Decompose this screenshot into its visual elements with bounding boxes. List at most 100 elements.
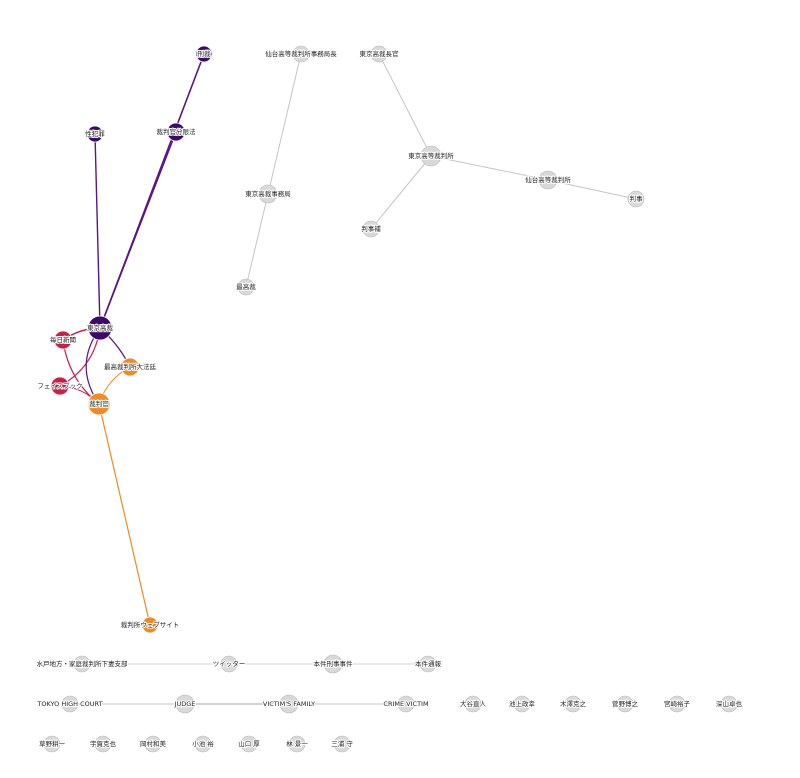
node-circle[interactable]	[43, 735, 61, 753]
node-seihanzai[interactable]: 性犯罪	[84, 125, 106, 143]
node-koike[interactable]: 小池 裕	[191, 735, 215, 753]
node-circle[interactable]	[175, 694, 195, 714]
node-ugaya[interactable]: 宇賀克也	[89, 735, 118, 753]
node-sendai-kotosaibansho[interactable]: 仙台高等裁判所	[524, 170, 572, 190]
node-circle[interactable]	[616, 695, 634, 713]
node-tokyo-kotosaibansho[interactable]: 東京高等裁判所	[407, 145, 455, 167]
node-label: 東京高裁事務局	[245, 189, 291, 198]
node-circle[interactable]	[627, 190, 645, 208]
node-mito[interactable]: 水戸地方・家庭裁判所下妻支部	[36, 655, 129, 673]
node-label: TOKYO HIGH COURT	[36, 700, 102, 708]
node-okamura[interactable]: 岡村和美	[139, 735, 168, 753]
node-circle[interactable]	[87, 315, 113, 341]
node-saikosai[interactable]: 最高裁	[235, 278, 257, 296]
node-circle[interactable]	[94, 735, 112, 753]
node-label: 木澤克之	[560, 699, 587, 708]
edge-tokyo_chokan-tokyo_kotosaibansho	[378, 53, 432, 157]
node-circle[interactable]	[279, 694, 299, 714]
node-circle[interactable]	[323, 654, 343, 674]
node-circle[interactable]	[87, 392, 111, 416]
node-sendai-jimukyokucho[interactable]: 仙台高等裁判所事務局長	[264, 45, 338, 63]
node-circle[interactable]	[362, 220, 380, 238]
node-circle[interactable]	[333, 735, 351, 753]
node-circle[interactable]	[73, 655, 91, 673]
node-label: 刑裁	[198, 49, 212, 58]
node-crime-victim[interactable]: CRIME VICTIM	[382, 695, 430, 713]
node-label: 東京高等裁判所	[408, 151, 454, 160]
node-keiji2[interactable]: 判事	[627, 190, 645, 208]
node-saikou-daihotei[interactable]: 最高裁判所大法廷	[103, 357, 158, 377]
node-saibankan-bunkenho[interactable]: 裁判官分限法	[156, 122, 197, 142]
edge-tokyo_koban-saibankan_bunkenho	[99, 131, 177, 329]
node-circle[interactable]	[370, 45, 388, 63]
node-label: 判事補	[361, 224, 381, 233]
node-circle[interactable]	[720, 695, 738, 713]
edge-tokyo_kotosaibansho-sendai_kotosaibansho	[430, 155, 549, 181]
node-tokyo-high-court[interactable]: TOKYO HIGH COURT	[35, 695, 104, 713]
node-victims-family[interactable]: VICTIM'S FAMILY	[262, 694, 316, 714]
node-circle[interactable]	[288, 735, 306, 753]
node-miyazaki[interactable]: 宮崎裕子	[663, 695, 692, 713]
node-saibankan[interactable]: 裁判官	[87, 392, 111, 416]
node-circle[interactable]	[292, 45, 310, 63]
node-circle[interactable]	[120, 357, 140, 377]
node-circle[interactable]	[258, 184, 278, 204]
node-facebook[interactable]: フェイスブック	[36, 376, 84, 396]
node-kusano[interactable]: 草野耕一	[38, 735, 67, 753]
node-circle[interactable]	[144, 735, 162, 753]
node-judge[interactable]: JUDGE	[173, 694, 196, 714]
node-circle[interactable]	[50, 376, 70, 396]
node-label: 水戸地方・家庭裁判所下妻支部	[37, 659, 129, 668]
node-label: CRIME VICTIM	[383, 700, 428, 708]
node-circle[interactable]	[420, 145, 442, 167]
node-circle[interactable]	[464, 695, 482, 713]
node-circle[interactable]	[61, 695, 79, 713]
node-circle[interactable]	[220, 655, 238, 673]
node-fukayama[interactable]: 深山卓也	[715, 695, 744, 713]
edge-tokyo_kotosaibansho-hanjiho	[370, 155, 432, 230]
node-hayashi[interactable]: 林 景一	[285, 735, 309, 753]
node-yamaguchi[interactable]: 山口 厚	[237, 735, 261, 753]
edge-layer	[59, 53, 637, 705]
node-jimukyoku[interactable]: 東京高裁事務局	[244, 184, 292, 204]
node-circle[interactable]	[564, 695, 582, 713]
node-circle[interactable]	[141, 616, 159, 634]
node-sugano[interactable]: 菅野博之	[611, 695, 640, 713]
node-hanjiho[interactable]: 判事補	[360, 220, 382, 238]
node-label: 菅野博之	[612, 699, 639, 708]
node-circle[interactable]	[166, 122, 186, 142]
node-circle[interactable]	[397, 695, 415, 713]
node-label: 山口 厚	[238, 739, 260, 748]
node-circle[interactable]	[419, 655, 437, 673]
node-circle[interactable]	[668, 695, 686, 713]
node-ikegami[interactable]: 池上政幸	[508, 695, 537, 713]
node-keiji-jiken[interactable]: 本件刑事事件	[313, 654, 354, 674]
node-label: 最高裁	[236, 282, 256, 291]
node-label: 判事	[630, 194, 644, 203]
node-circle[interactable]	[237, 278, 255, 296]
node-website[interactable]: 裁判所ウェブサイト	[120, 616, 180, 634]
node-tokyo-koban[interactable]: 東京高裁	[86, 315, 115, 341]
node-twitter[interactable]: ツイッター	[212, 655, 246, 673]
node-label: 深山卓也	[716, 699, 743, 708]
node-otani[interactable]: 大谷直人	[459, 695, 488, 713]
node-circle[interactable]	[513, 695, 531, 713]
node-label: 裁判官	[89, 399, 109, 408]
node-label: 東京高裁	[87, 323, 114, 332]
node-circle[interactable]	[86, 125, 104, 143]
node-label: 毎日新聞	[50, 335, 76, 344]
node-circle[interactable]	[538, 170, 558, 190]
node-circle[interactable]	[53, 330, 73, 350]
node-circle[interactable]	[194, 735, 212, 753]
node-keiji[interactable]: 刑裁	[195, 45, 213, 63]
edge-jimukyoku-saikosai	[245, 193, 269, 288]
node-label: 裁判官分限法	[157, 127, 197, 136]
node-kizawa[interactable]: 木澤克之	[559, 695, 588, 713]
node-label: 草野耕一	[39, 739, 66, 748]
node-tokyo-chokan[interactable]: 東京高裁長官	[359, 45, 400, 63]
node-circle[interactable]	[195, 45, 213, 63]
node-circle[interactable]	[240, 735, 258, 753]
node-mainichi[interactable]: 毎日新聞	[49, 330, 77, 350]
node-honken-tsuho[interactable]: 本件通報	[414, 655, 443, 673]
node-miura[interactable]: 三浦 守	[330, 735, 354, 753]
